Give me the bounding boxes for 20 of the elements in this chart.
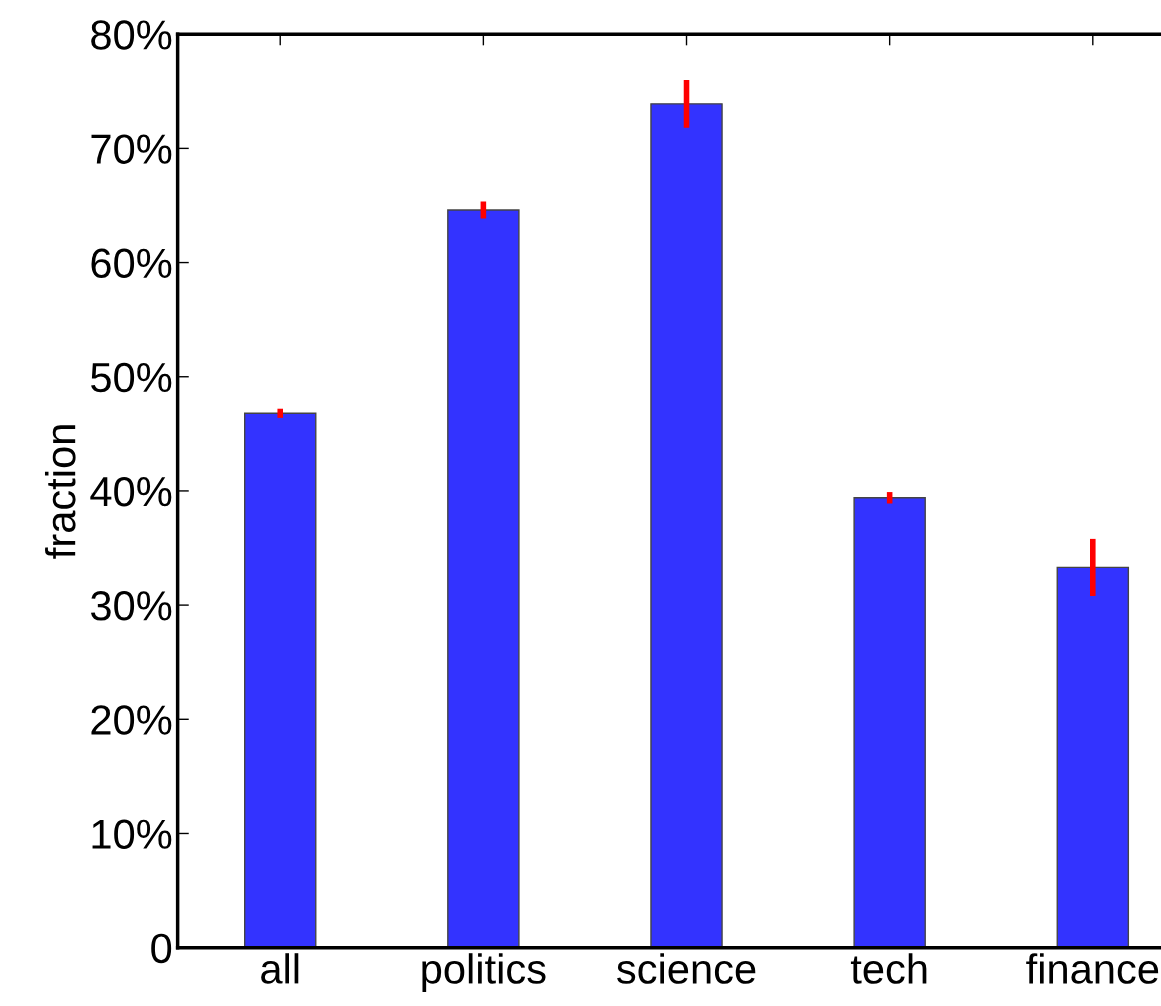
- x-tick-label: politics: [422, 953, 546, 993]
- x-tick-label: finance: [1026, 953, 1159, 984]
- y-tick-label: 80%: [91, 20, 172, 50]
- bar: [650, 103, 723, 948]
- y-tick-label: 0: [151, 933, 172, 964]
- bar: [447, 209, 520, 948]
- y-tick-label: 20%: [91, 705, 172, 735]
- x-tick-label: all: [261, 953, 299, 984]
- bar: [853, 497, 926, 948]
- y-tick-label: 40%: [90, 476, 172, 507]
- y-tick-label: 50%: [91, 362, 172, 393]
- x-tick-label: tech: [850, 953, 927, 984]
- bar: [243, 412, 317, 948]
- y-tick-label: 10%: [92, 819, 172, 849]
- bar: [1056, 566, 1130, 948]
- y-axis-title: fraction: [44, 425, 76, 559]
- y-tick-label: 30%: [90, 591, 172, 621]
- x-tick-label: science: [617, 953, 756, 984]
- y-tick-label: 60%: [91, 248, 172, 279]
- y-tick-label: 70%: [91, 134, 172, 164]
